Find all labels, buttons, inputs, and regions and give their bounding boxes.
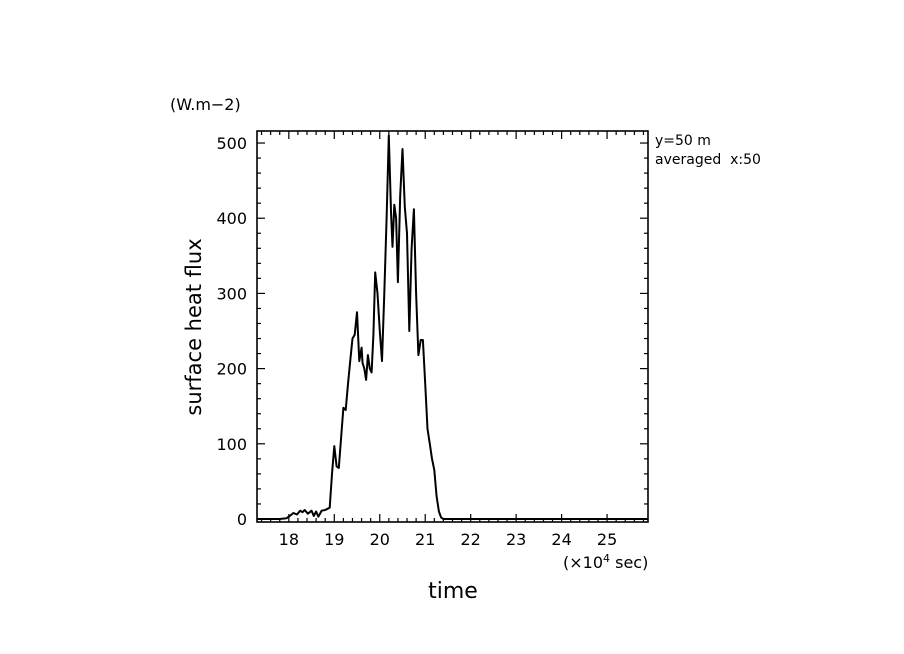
annotation: y=50 m averaged x:50: [655, 133, 761, 168]
y-tick-label: 200: [216, 360, 247, 379]
axis-ticks: [257, 131, 648, 522]
annotation-line-2: averaged x:50: [655, 152, 761, 168]
x-unit-label: (×104 sec): [563, 552, 648, 572]
plot-frame: [256, 130, 649, 523]
x-tick-label: 19: [324, 530, 344, 549]
x-axis-label: time: [428, 579, 478, 604]
y-unit-label: (W.m−2): [170, 95, 241, 114]
x-tick-label: 21: [415, 530, 435, 549]
series-line: [257, 134, 648, 520]
y-tick-labels: 0 100 200 300 400 500: [216, 134, 247, 529]
y-tick-label: 400: [216, 209, 247, 228]
x-tick-label: 18: [279, 530, 299, 549]
x-tick-label: 22: [461, 530, 481, 549]
x-tick-label: 25: [597, 530, 617, 549]
x-tick-labels: 18 19 20 21 22 23 24 25: [279, 530, 618, 549]
y-tick-label: 300: [216, 284, 247, 303]
y-axis-label: surface heat flux: [182, 238, 206, 415]
y-tick-label: 0: [237, 510, 247, 529]
x-tick-label: 24: [551, 530, 571, 549]
y-tick-label: 500: [216, 134, 247, 153]
y-tick-label: 100: [216, 435, 247, 454]
x-unit-exponent: 4: [603, 552, 610, 565]
annotation-line-1: y=50 m: [655, 133, 711, 149]
x-tick-label: 20: [370, 530, 390, 549]
x-tick-label: 23: [506, 530, 526, 549]
